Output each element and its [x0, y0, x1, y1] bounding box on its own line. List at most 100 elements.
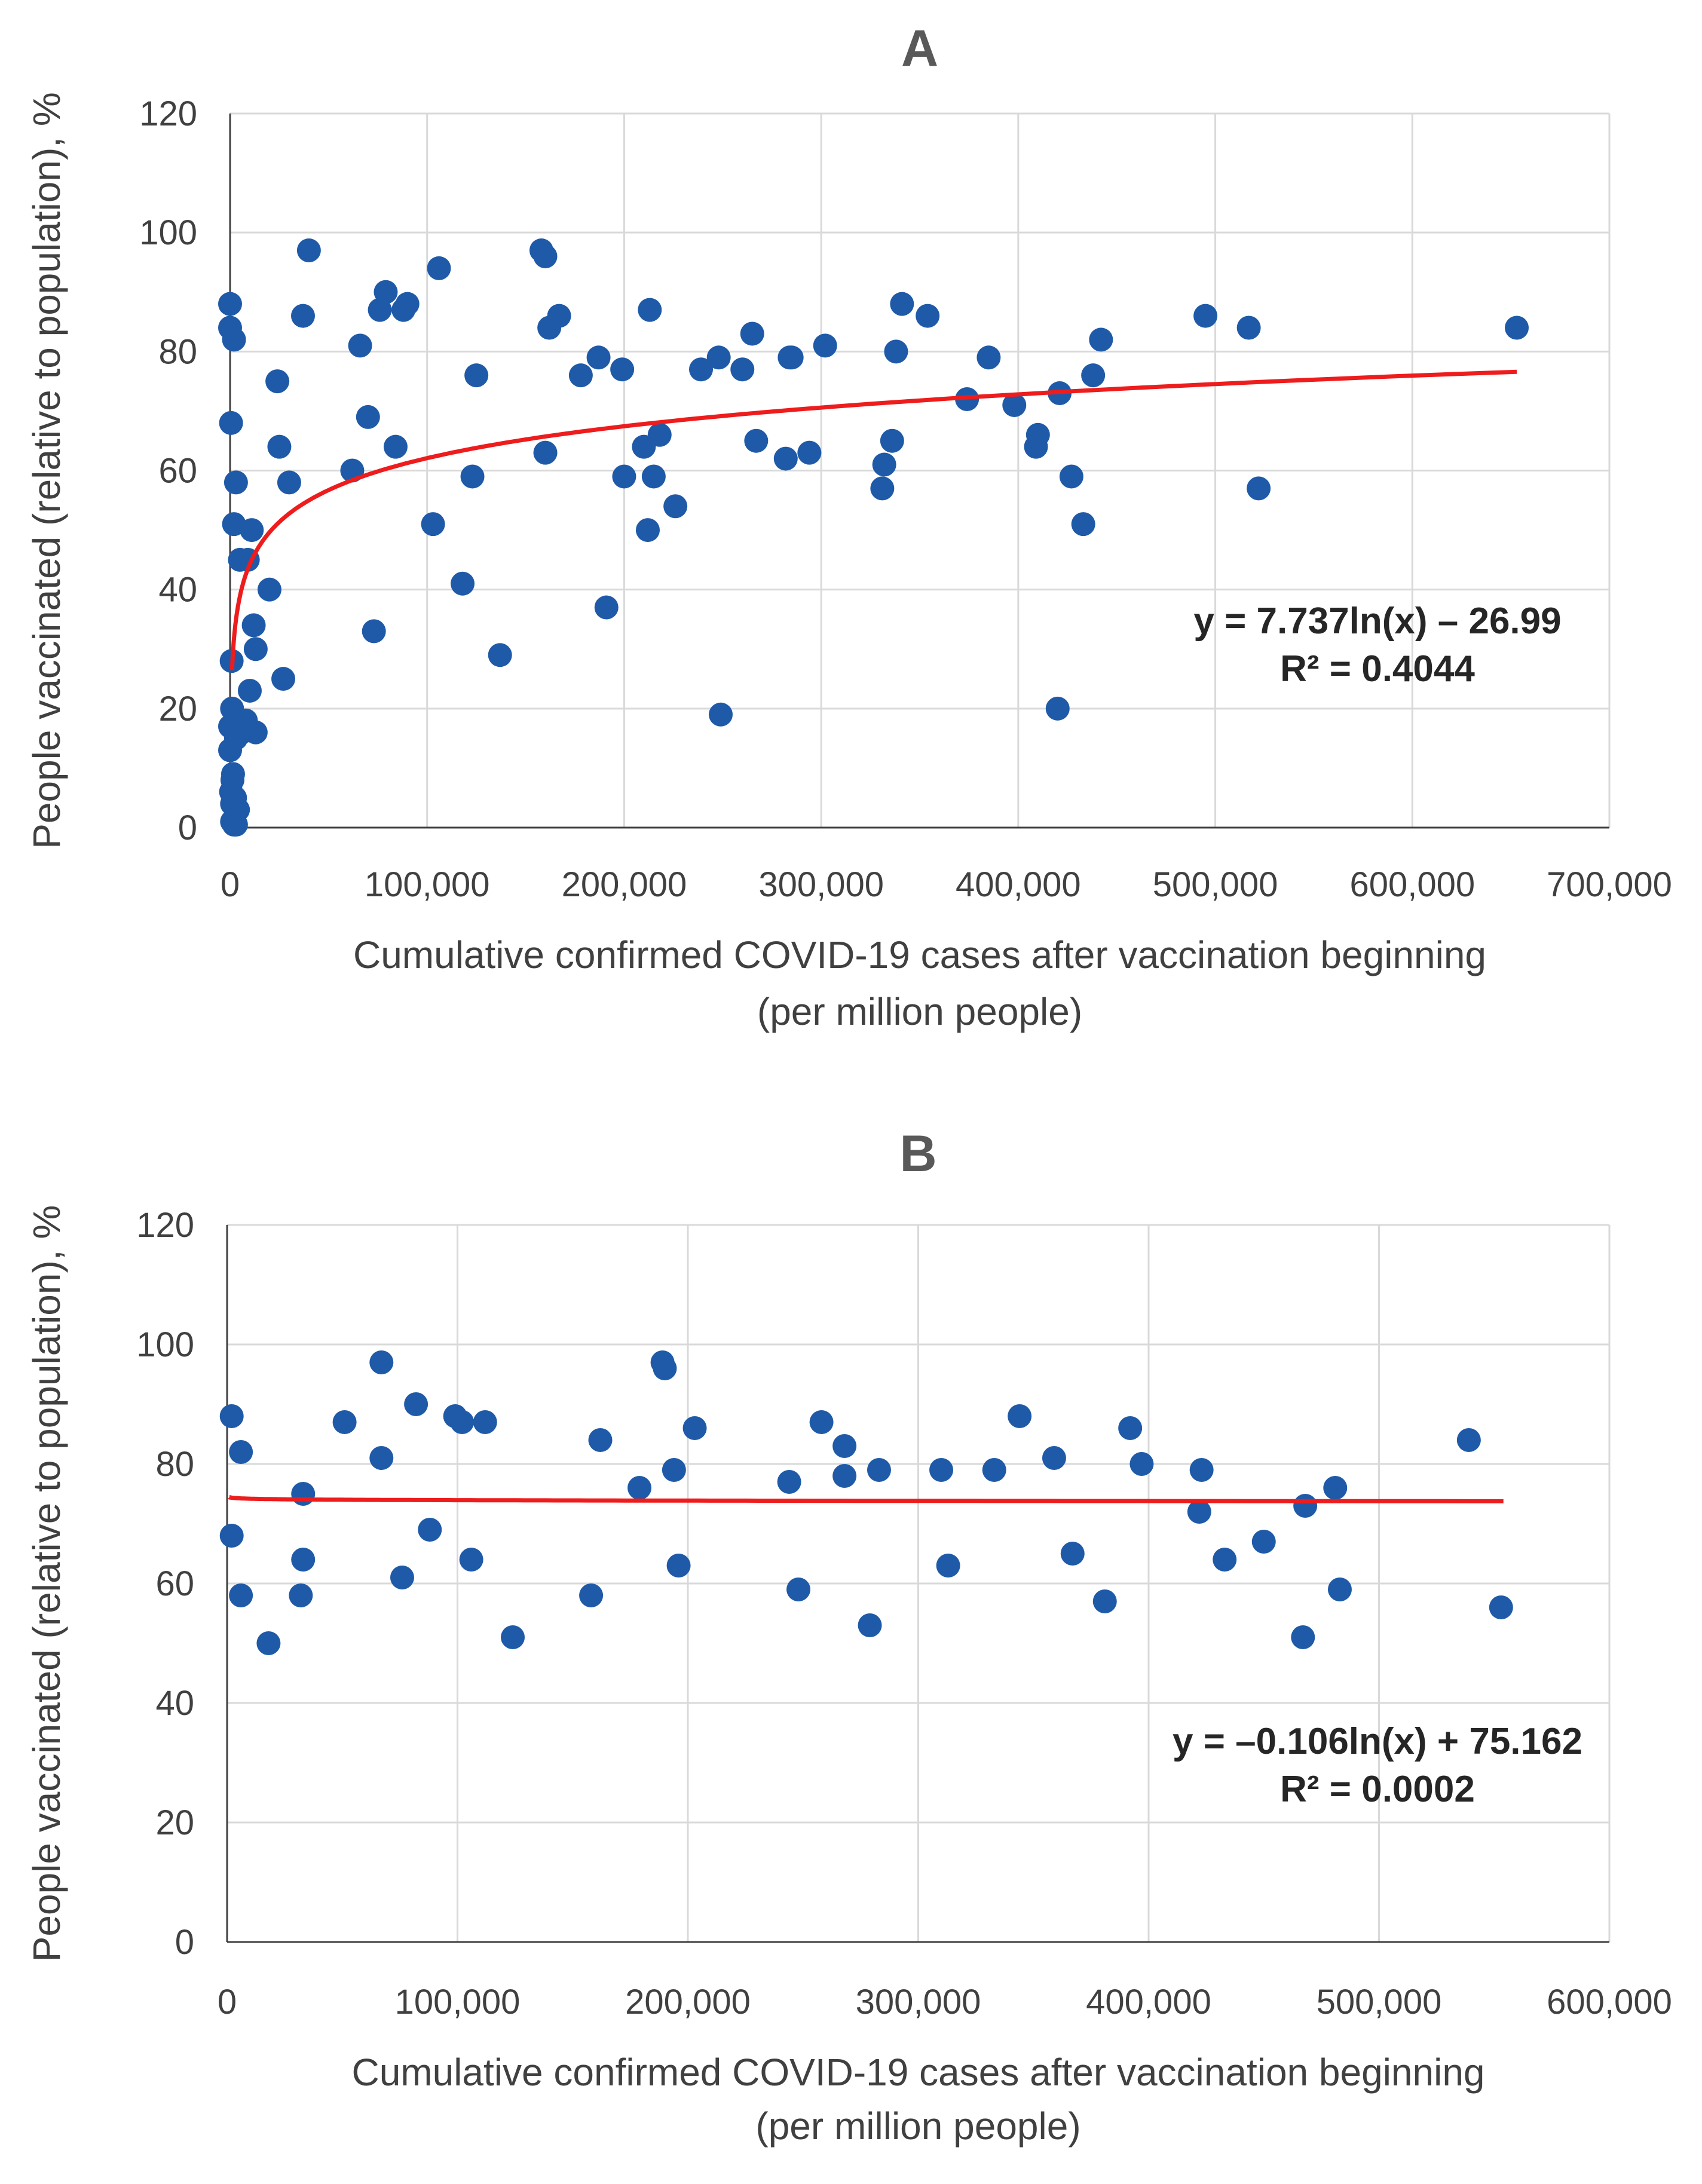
y-tick-label: 80 — [158, 332, 197, 371]
y-tick-label: 100 — [139, 213, 197, 252]
data-point — [241, 613, 266, 638]
data-point — [219, 411, 243, 435]
data-point — [1247, 476, 1271, 501]
x-axis-title-line1: Cumulative confirmed COVID-19 cases afte… — [351, 2051, 1484, 2094]
data-point — [369, 1350, 394, 1374]
data-point — [641, 464, 666, 489]
data-point — [229, 1583, 253, 1607]
data-point — [976, 345, 1001, 370]
data-point — [291, 1548, 316, 1572]
trendline-equation: y = 7.737ln(x) – 26.99 — [1193, 601, 1561, 642]
data-point — [708, 702, 733, 727]
data-point — [240, 518, 264, 543]
y-tick-label: 60 — [158, 452, 197, 491]
y-tick-label: 20 — [158, 690, 197, 728]
data-point — [813, 333, 837, 358]
x-tick-label: 100,000 — [365, 865, 490, 904]
data-point — [1008, 1404, 1032, 1428]
data-point — [332, 1410, 357, 1434]
y-axis-title: People vaccinated (relative to populatio… — [25, 1205, 68, 1962]
data-point — [1251, 1530, 1276, 1554]
data-point — [627, 1476, 652, 1500]
data-point — [1489, 1595, 1513, 1619]
y-tick-label: 100 — [136, 1325, 194, 1364]
data-point — [348, 333, 372, 358]
data-point — [257, 577, 281, 602]
data-point — [501, 1625, 525, 1649]
data-point — [220, 768, 244, 792]
data-point — [744, 428, 769, 453]
data-point — [277, 470, 301, 495]
data-point — [533, 244, 558, 268]
data-point — [219, 1404, 244, 1428]
y-tick-label: 40 — [158, 571, 197, 609]
data-point — [421, 512, 445, 537]
data-point — [224, 813, 248, 837]
data-point — [730, 357, 755, 382]
data-point — [870, 476, 895, 501]
data-point — [1327, 1577, 1352, 1601]
data-point — [890, 292, 914, 316]
r-squared-label: R² = 0.0002 — [1280, 1769, 1475, 1810]
data-point — [290, 304, 315, 328]
data-point — [271, 667, 296, 691]
x-tick-label: 300,000 — [758, 865, 884, 904]
chart-a: 0 20 40 60 80 100 120 0 100,000 200,000 300,000 400… — [25, 20, 1672, 1033]
trendline-equation: y = –0.106ln(x) + 75.162 — [1173, 1721, 1582, 1762]
data-point — [773, 446, 798, 471]
data-point — [237, 678, 262, 703]
data-point — [450, 1410, 475, 1434]
data-point — [579, 1583, 604, 1607]
data-point — [916, 304, 940, 328]
data-point — [777, 1470, 801, 1494]
x-axis-title-line2: (per million people) — [757, 990, 1082, 1033]
x-tick-label: 500,000 — [1153, 865, 1278, 904]
data-point — [689, 357, 714, 382]
data-point — [982, 1458, 1006, 1482]
y-axis-title: People vaccinated (relative to populatio… — [25, 92, 68, 849]
data-point — [1129, 1452, 1154, 1476]
data-point — [460, 464, 485, 489]
data-point — [267, 434, 292, 459]
data-point — [929, 1458, 954, 1482]
data-point — [884, 339, 908, 364]
data-point — [1193, 304, 1218, 328]
data-point — [229, 720, 254, 745]
data-point — [395, 292, 420, 316]
data-point — [1059, 464, 1083, 489]
x-tick-label: 700,000 — [1547, 865, 1672, 904]
data-point — [1505, 315, 1529, 340]
data-point — [610, 357, 635, 382]
data-point — [427, 256, 451, 280]
data-point — [222, 327, 246, 352]
data-point — [1213, 1548, 1237, 1572]
x-tick-label: 100,000 — [395, 1983, 521, 2021]
trendline — [229, 369, 1517, 670]
data-point — [383, 434, 408, 459]
data-point — [612, 464, 636, 489]
data-point — [1323, 1476, 1348, 1500]
data-point — [547, 304, 571, 328]
x-tick-label: 300,000 — [856, 1983, 981, 2021]
data-point — [243, 637, 268, 661]
data-point — [880, 428, 904, 453]
data-point — [797, 440, 822, 465]
data-point — [638, 298, 662, 322]
x-axis-title-line1: Cumulative confirmed COVID-19 cases afte… — [353, 933, 1486, 976]
data-point — [588, 1428, 613, 1452]
data-point — [1118, 1416, 1143, 1440]
data-point — [1002, 393, 1027, 417]
data-point — [647, 422, 672, 447]
data-point — [218, 738, 242, 762]
data-point — [1092, 1589, 1117, 1613]
data-point — [1026, 422, 1050, 447]
data-point — [1456, 1428, 1481, 1452]
panel-label: A — [901, 20, 938, 77]
data-point — [1060, 1542, 1085, 1566]
y-tick-label: 0 — [175, 1923, 194, 1962]
data-point — [779, 345, 804, 370]
data-point — [653, 1356, 677, 1380]
data-point — [1236, 315, 1261, 340]
data-point — [1089, 327, 1113, 352]
